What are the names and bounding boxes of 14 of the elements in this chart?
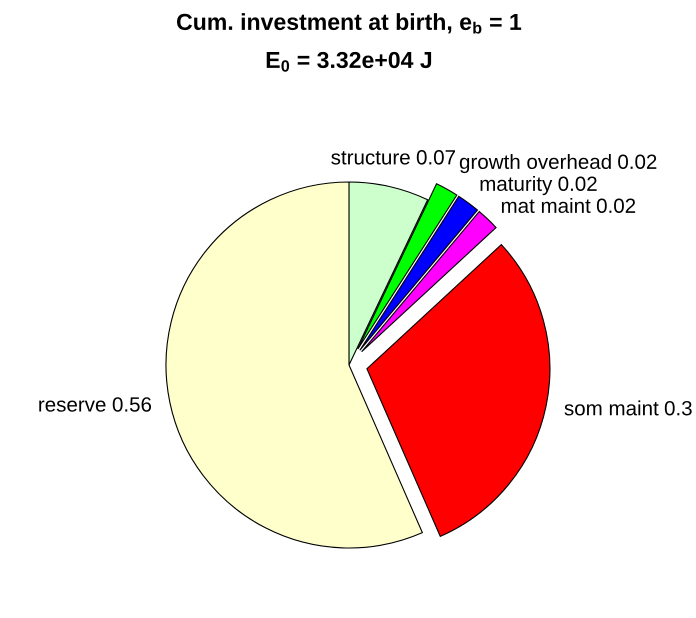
slice-label: growth overhead bbox=[460, 154, 611, 174]
data-label: 0.02 bbox=[618, 154, 656, 170]
slice-label: structure bbox=[331, 151, 410, 165]
data-label: 0.07 bbox=[416, 150, 455, 165]
data-label: 0.02 bbox=[596, 198, 636, 214]
data-label: 0.3 bbox=[664, 400, 692, 416]
chart-title: Cum. investment at birth, e$_{b}$ = 1 bbox=[177, 13, 522, 34]
chart-subtitle: E$_{0}$ = 3.32e+04 J bbox=[266, 52, 432, 72]
slice-label: reserve bbox=[39, 400, 106, 412]
slice-label: som maint bbox=[564, 400, 659, 416]
slice-label: maturity bbox=[480, 176, 552, 196]
slice-label: mat maint bbox=[502, 198, 591, 214]
data-label: 0.02 bbox=[558, 176, 597, 192]
data-label: 0.56 bbox=[112, 397, 152, 412]
